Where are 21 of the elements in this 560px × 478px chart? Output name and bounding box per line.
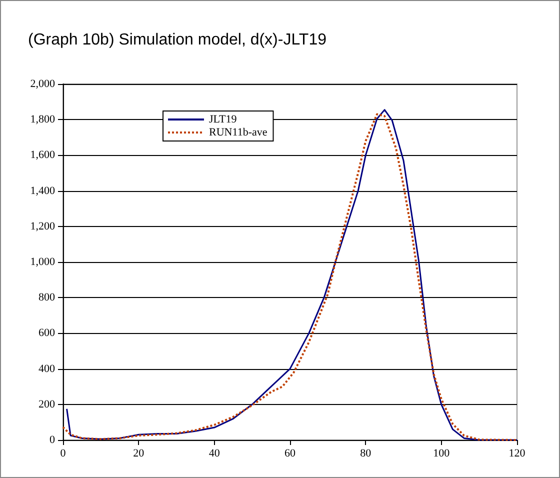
- legend-label: RUN11b-ave: [209, 126, 268, 138]
- chart-title: (Graph 10b) Simulation model, d(x)-JLT19: [28, 32, 327, 48]
- y-tick-label: 1,800: [30, 114, 56, 126]
- x-tick-label: 120: [508, 448, 526, 460]
- x-tick-label: 40: [208, 448, 220, 460]
- x-tick-label: 100: [433, 448, 450, 460]
- y-tick-label: 800: [38, 292, 56, 304]
- x-tick-label: 60: [284, 448, 296, 460]
- y-tick-label: 1,000: [30, 256, 56, 268]
- y-tick-label: 1,600: [30, 149, 56, 162]
- y-tick-label: 1,200: [30, 220, 56, 232]
- y-tick-label: 200: [38, 398, 56, 410]
- y-tick-label: 400: [38, 362, 56, 375]
- y-tick-label: 2,000: [30, 78, 56, 90]
- x-tick-label: 0: [60, 448, 66, 460]
- y-tick-label: 600: [38, 327, 56, 340]
- x-tick-label: 80: [360, 448, 372, 460]
- legend-label: JLT19: [209, 114, 238, 126]
- x-tick-label: 20: [133, 448, 145, 460]
- y-tick-label: 0: [50, 434, 56, 446]
- y-tick-label: 1,400: [30, 184, 56, 197]
